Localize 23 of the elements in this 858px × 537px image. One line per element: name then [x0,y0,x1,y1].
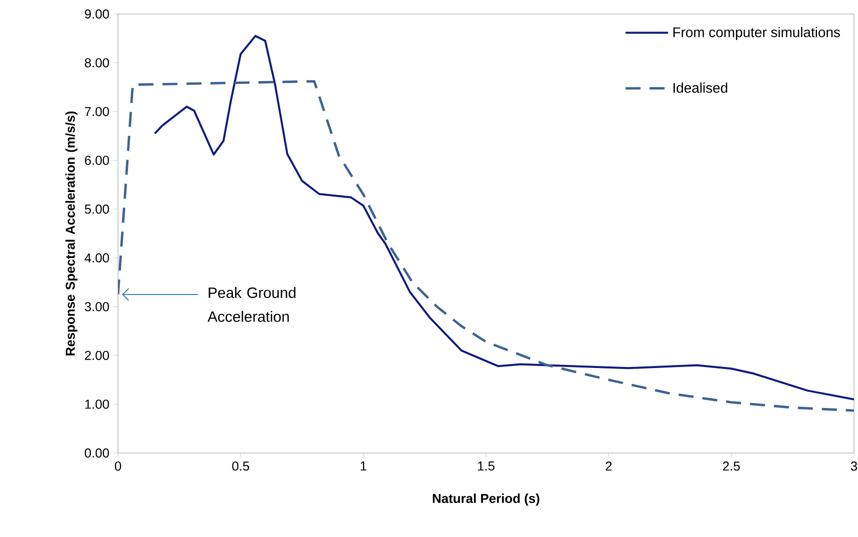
x-tick-label: 0 [114,462,122,471]
y-tick-label: 4.00 [84,253,109,262]
x-tick-label: 0.5 [232,462,250,471]
legend-label: Idealised [674,82,728,93]
x-tick-label: 2.5 [722,462,740,471]
y-tick-label: 2.00 [84,350,109,360]
x-tick-label: 3 [850,462,858,471]
y-tick-label: 7.00 [84,106,109,116]
x-axis-title: Natural Period (s) [432,494,540,506]
x-tick-label: 1 [360,462,366,470]
y-tick-label: 5.00 [84,204,109,214]
annotation: Peak Ground Acceleration [208,287,296,322]
y-tick-label: 0.00 [84,448,109,458]
line-series [118,80,854,412]
x-tick-label: 1.5 [478,462,494,471]
x-tick-label: 2 [606,462,612,471]
y-tick-label: 3.00 [84,302,109,312]
y-axis-title: Response Spectral Acceleration (m/s/s) [65,111,78,356]
y-tick-label: 6.00 [84,156,109,165]
y-tick-label: 1.00 [85,400,109,409]
legend-label: From computer simulations [673,26,840,40]
y-tick-label: 9.00 [84,9,109,19]
y-tick-label: 8.00 [84,58,109,68]
